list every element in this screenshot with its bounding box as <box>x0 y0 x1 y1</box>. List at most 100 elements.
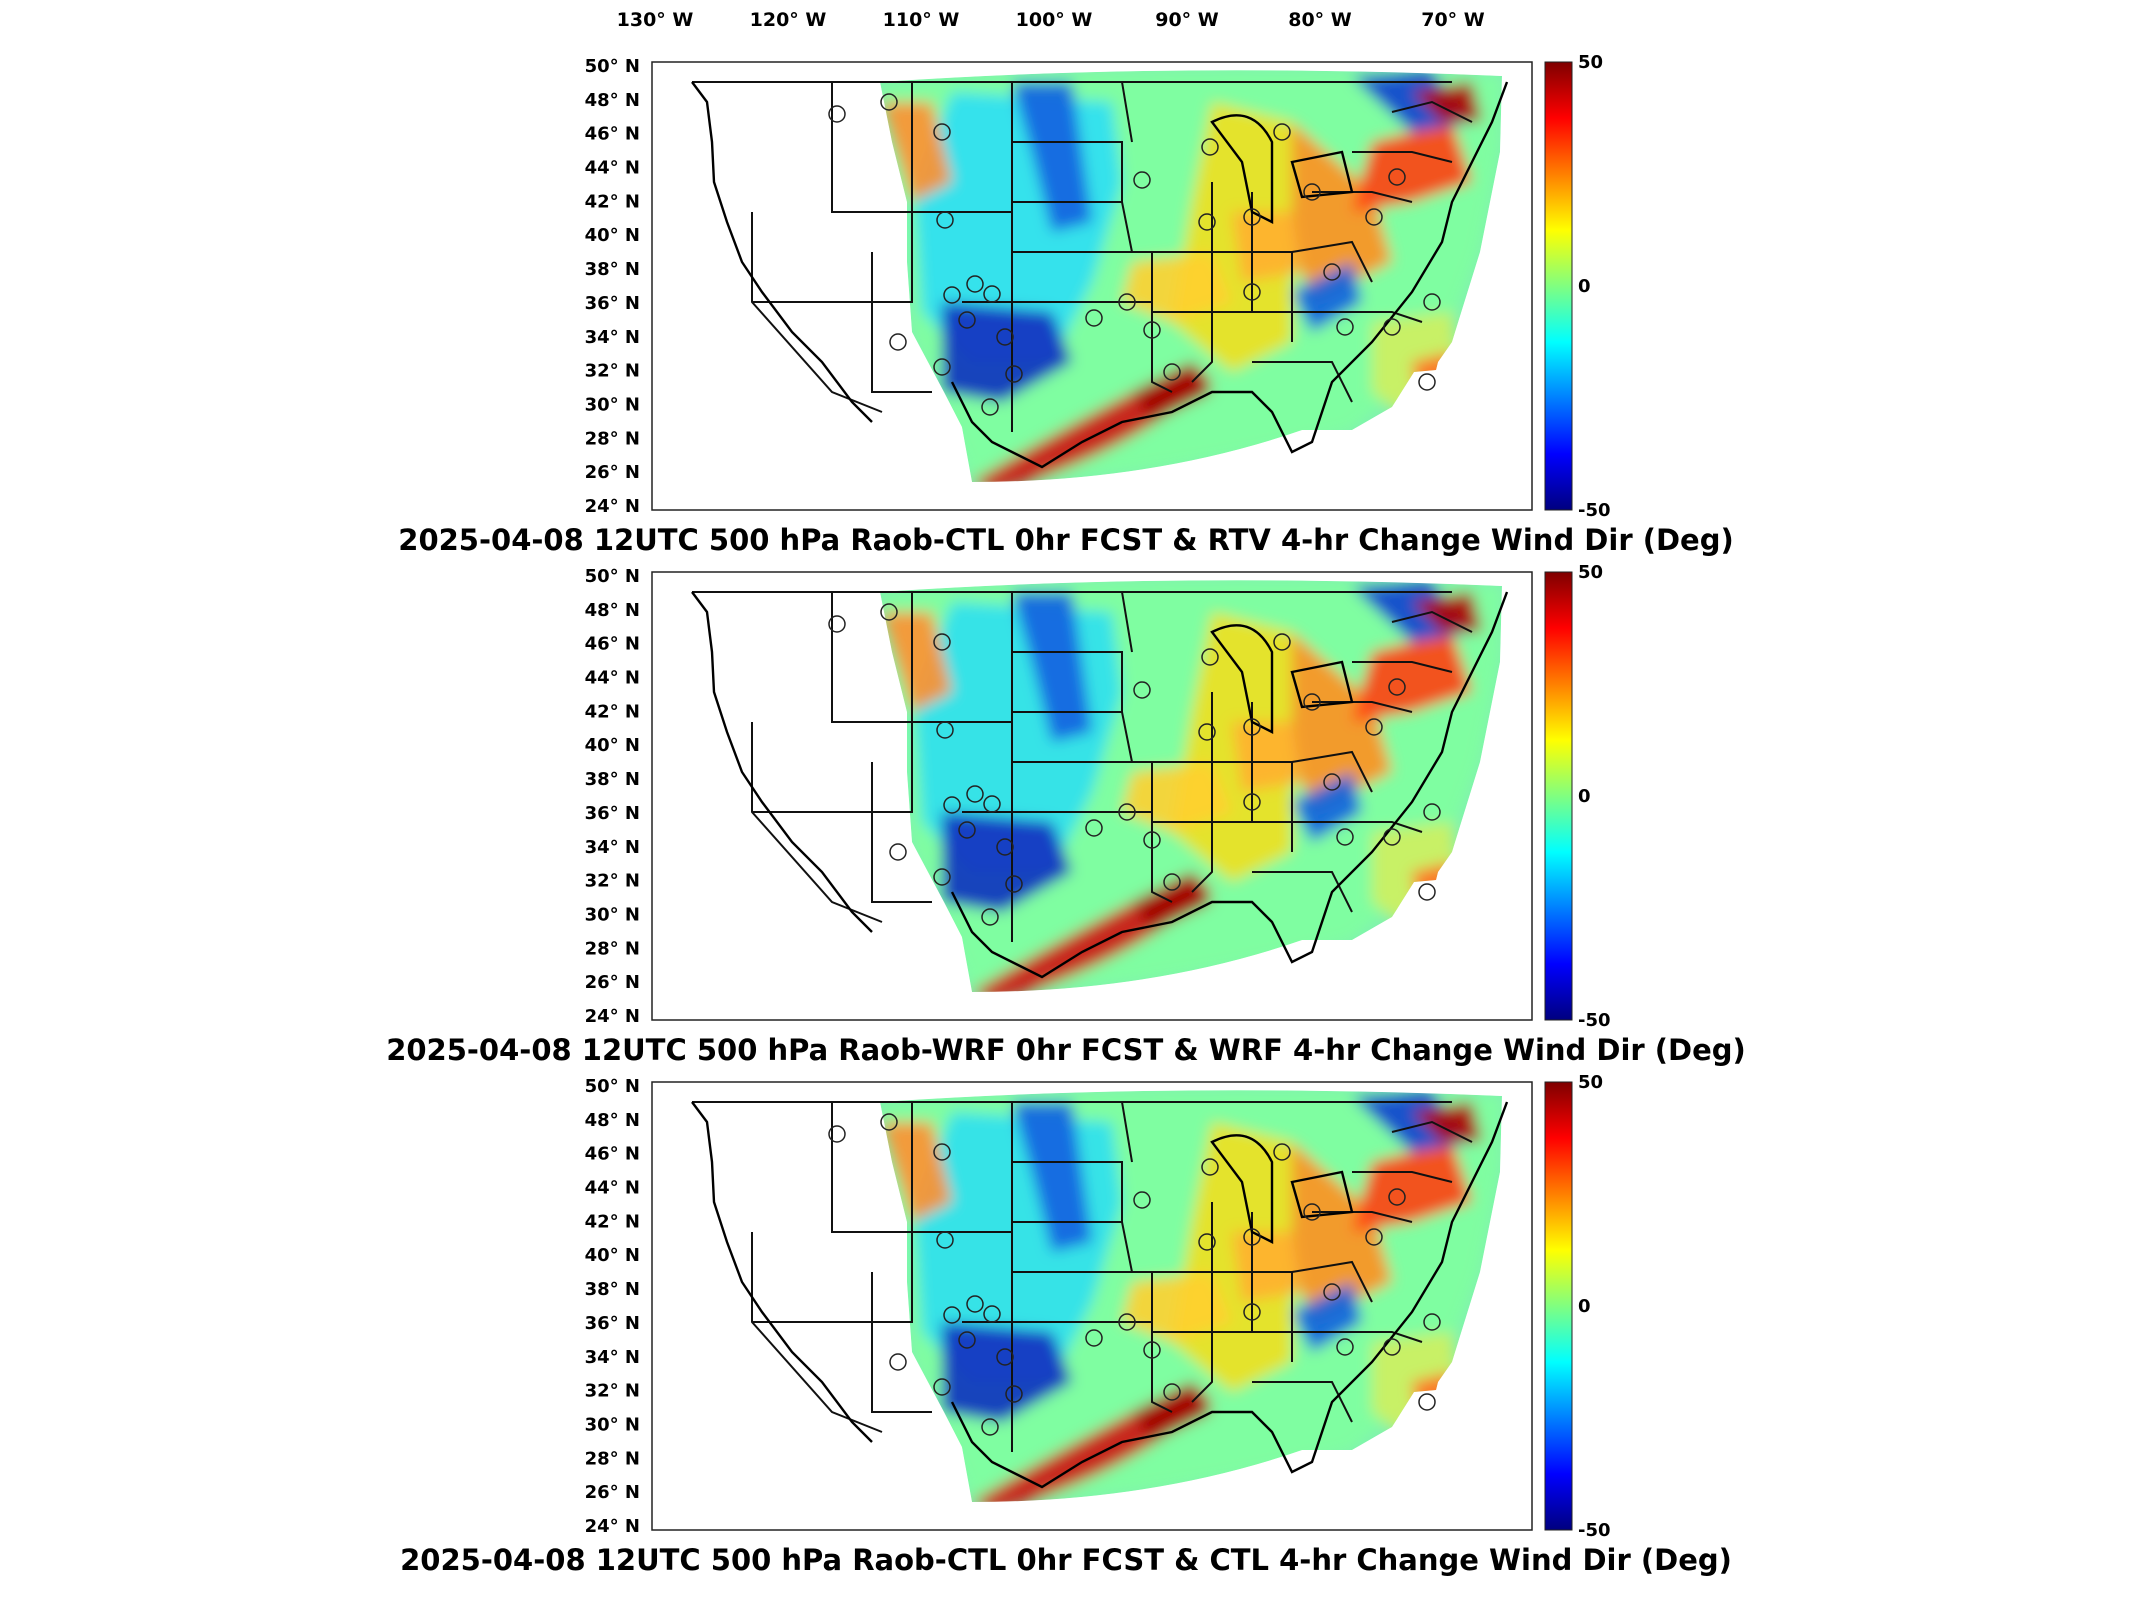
raob-station-marker <box>1243 1303 1261 1321</box>
lat-label: 24° N <box>585 1516 640 1537</box>
raob-station-marker <box>1336 318 1354 336</box>
raob-station-marker <box>981 908 999 926</box>
raob-station-marker <box>1388 678 1406 696</box>
lat-label: 36° N <box>585 803 640 824</box>
raob-station-marker <box>1323 263 1341 281</box>
raob-stations <box>828 1113 1441 1436</box>
lat-label: 36° N <box>585 1313 640 1334</box>
wind-dir-field <box>880 1090 1502 1503</box>
raob-station-marker <box>1243 718 1261 736</box>
raob-station-marker <box>1365 208 1383 226</box>
raob-station-marker <box>1423 803 1441 821</box>
raob-station-marker <box>996 1348 1014 1366</box>
raob-station-marker <box>981 1418 999 1436</box>
raob-station-marker <box>1085 819 1103 837</box>
lat-label: 34° N <box>585 1347 640 1368</box>
raob-station-marker <box>1303 1203 1321 1221</box>
raob-station-marker <box>828 105 846 123</box>
raob-stations <box>828 603 1441 926</box>
raob-station-marker <box>1201 648 1219 666</box>
lon-label: 110° W <box>883 9 960 31</box>
raob-station-marker <box>1243 283 1261 301</box>
raob-station-marker <box>958 1331 976 1349</box>
lat-label: 24° N <box>585 496 640 517</box>
lat-label: 50° N <box>585 1076 640 1097</box>
raob-station-marker <box>1163 1383 1181 1401</box>
raob-station-marker <box>943 286 961 304</box>
raob-station-marker <box>1133 681 1151 699</box>
raob-station-marker <box>943 796 961 814</box>
lat-label: 36° N <box>585 293 640 314</box>
raob-station-marker <box>1005 875 1023 893</box>
latitude-labels: 50° N 48° N 46° N 44° N 42° N 40° N 38° N 36° N… <box>585 566 640 1027</box>
lat-label: 42° N <box>585 701 640 722</box>
raob-station-marker <box>983 795 1001 813</box>
latitude-labels: 50° N 48° N 46° N 44° N 42° N 40° N 38° N 36° N… <box>585 56 640 517</box>
lat-label: 32° N <box>585 361 640 382</box>
colorbar-label: 0 <box>1578 786 1591 807</box>
lat-label: 38° N <box>585 769 640 790</box>
raob-station-marker <box>889 1353 907 1371</box>
lat-label: 46° N <box>585 1144 640 1165</box>
lat-label: 26° N <box>585 1482 640 1503</box>
raob-station-marker <box>1085 309 1103 327</box>
raob-station-marker <box>933 1143 951 1161</box>
colorbar-scale <box>1544 571 1573 1021</box>
lat-label: 32° N <box>585 1381 640 1402</box>
lat-label: 38° N <box>585 259 640 280</box>
raob-station-marker <box>1365 718 1383 736</box>
lat-label: 46° N <box>585 634 640 655</box>
longitude-labels: 130° W 120° W 110° W 100° W 90° W 80° W … <box>617 9 1485 31</box>
colorbar-label: 0 <box>1578 276 1591 297</box>
colorbar-scale <box>1544 61 1573 511</box>
raob-station-marker <box>936 721 954 739</box>
lon-label: 120° W <box>750 9 827 31</box>
raob-station-marker <box>880 93 898 111</box>
lat-label: 40° N <box>585 735 640 756</box>
state-boundaries <box>692 81 1473 432</box>
wind-dir-field <box>880 580 1502 993</box>
raob-station-marker <box>933 358 951 376</box>
raob-station-marker <box>1336 1338 1354 1356</box>
colorbar-label: 50 <box>1578 1072 1603 1093</box>
lat-label: 48° N <box>585 1110 640 1131</box>
raob-station-marker <box>936 1231 954 1249</box>
raob-station-marker <box>933 868 951 886</box>
raob-station-marker <box>1143 831 1161 849</box>
lat-label: 50° N <box>585 56 640 77</box>
raob-station-marker <box>996 328 1014 346</box>
coastline <box>691 81 1509 469</box>
colorbar-label: 50 <box>1578 52 1603 73</box>
raob-station-marker <box>1273 123 1291 141</box>
raob-station-marker <box>1163 363 1181 381</box>
raob-station-marker <box>1118 803 1136 821</box>
raob-station-marker <box>983 1305 1001 1323</box>
raob-station-marker <box>966 275 984 293</box>
lat-label: 38° N <box>585 1279 640 1300</box>
raob-station-marker <box>1198 723 1216 741</box>
map-frame <box>651 571 1533 1021</box>
panel-title: 2025-04-08 12UTC 500 hPa Raob-CTL 0hr FC… <box>400 1543 1732 1577</box>
raob-station-marker <box>1365 1228 1383 1246</box>
raob-station-marker <box>1085 1329 1103 1347</box>
raob-station-marker <box>1243 1228 1261 1246</box>
colorbar-label: -50 <box>1578 500 1611 521</box>
lat-label: 30° N <box>585 1414 640 1435</box>
raob-station-marker <box>1383 318 1401 336</box>
coastline <box>691 1101 1509 1489</box>
raob-station-marker <box>1423 1313 1441 1331</box>
lat-label: 26° N <box>585 972 640 993</box>
lat-label: 46° N <box>585 124 640 145</box>
raob-station-marker <box>1418 1393 1436 1411</box>
raob-station-marker <box>996 838 1014 856</box>
lon-label: 70° W <box>1421 9 1485 31</box>
raob-station-marker <box>1303 693 1321 711</box>
raob-station-marker <box>880 1113 898 1131</box>
lat-label: 42° N <box>585 1211 640 1232</box>
lat-label: 40° N <box>585 225 640 246</box>
colorbar-label: 50 <box>1578 562 1603 583</box>
raob-station-marker <box>1133 1191 1151 1209</box>
colorbar-label: -50 <box>1578 1520 1611 1541</box>
colorbar-label: -50 <box>1578 1010 1611 1031</box>
